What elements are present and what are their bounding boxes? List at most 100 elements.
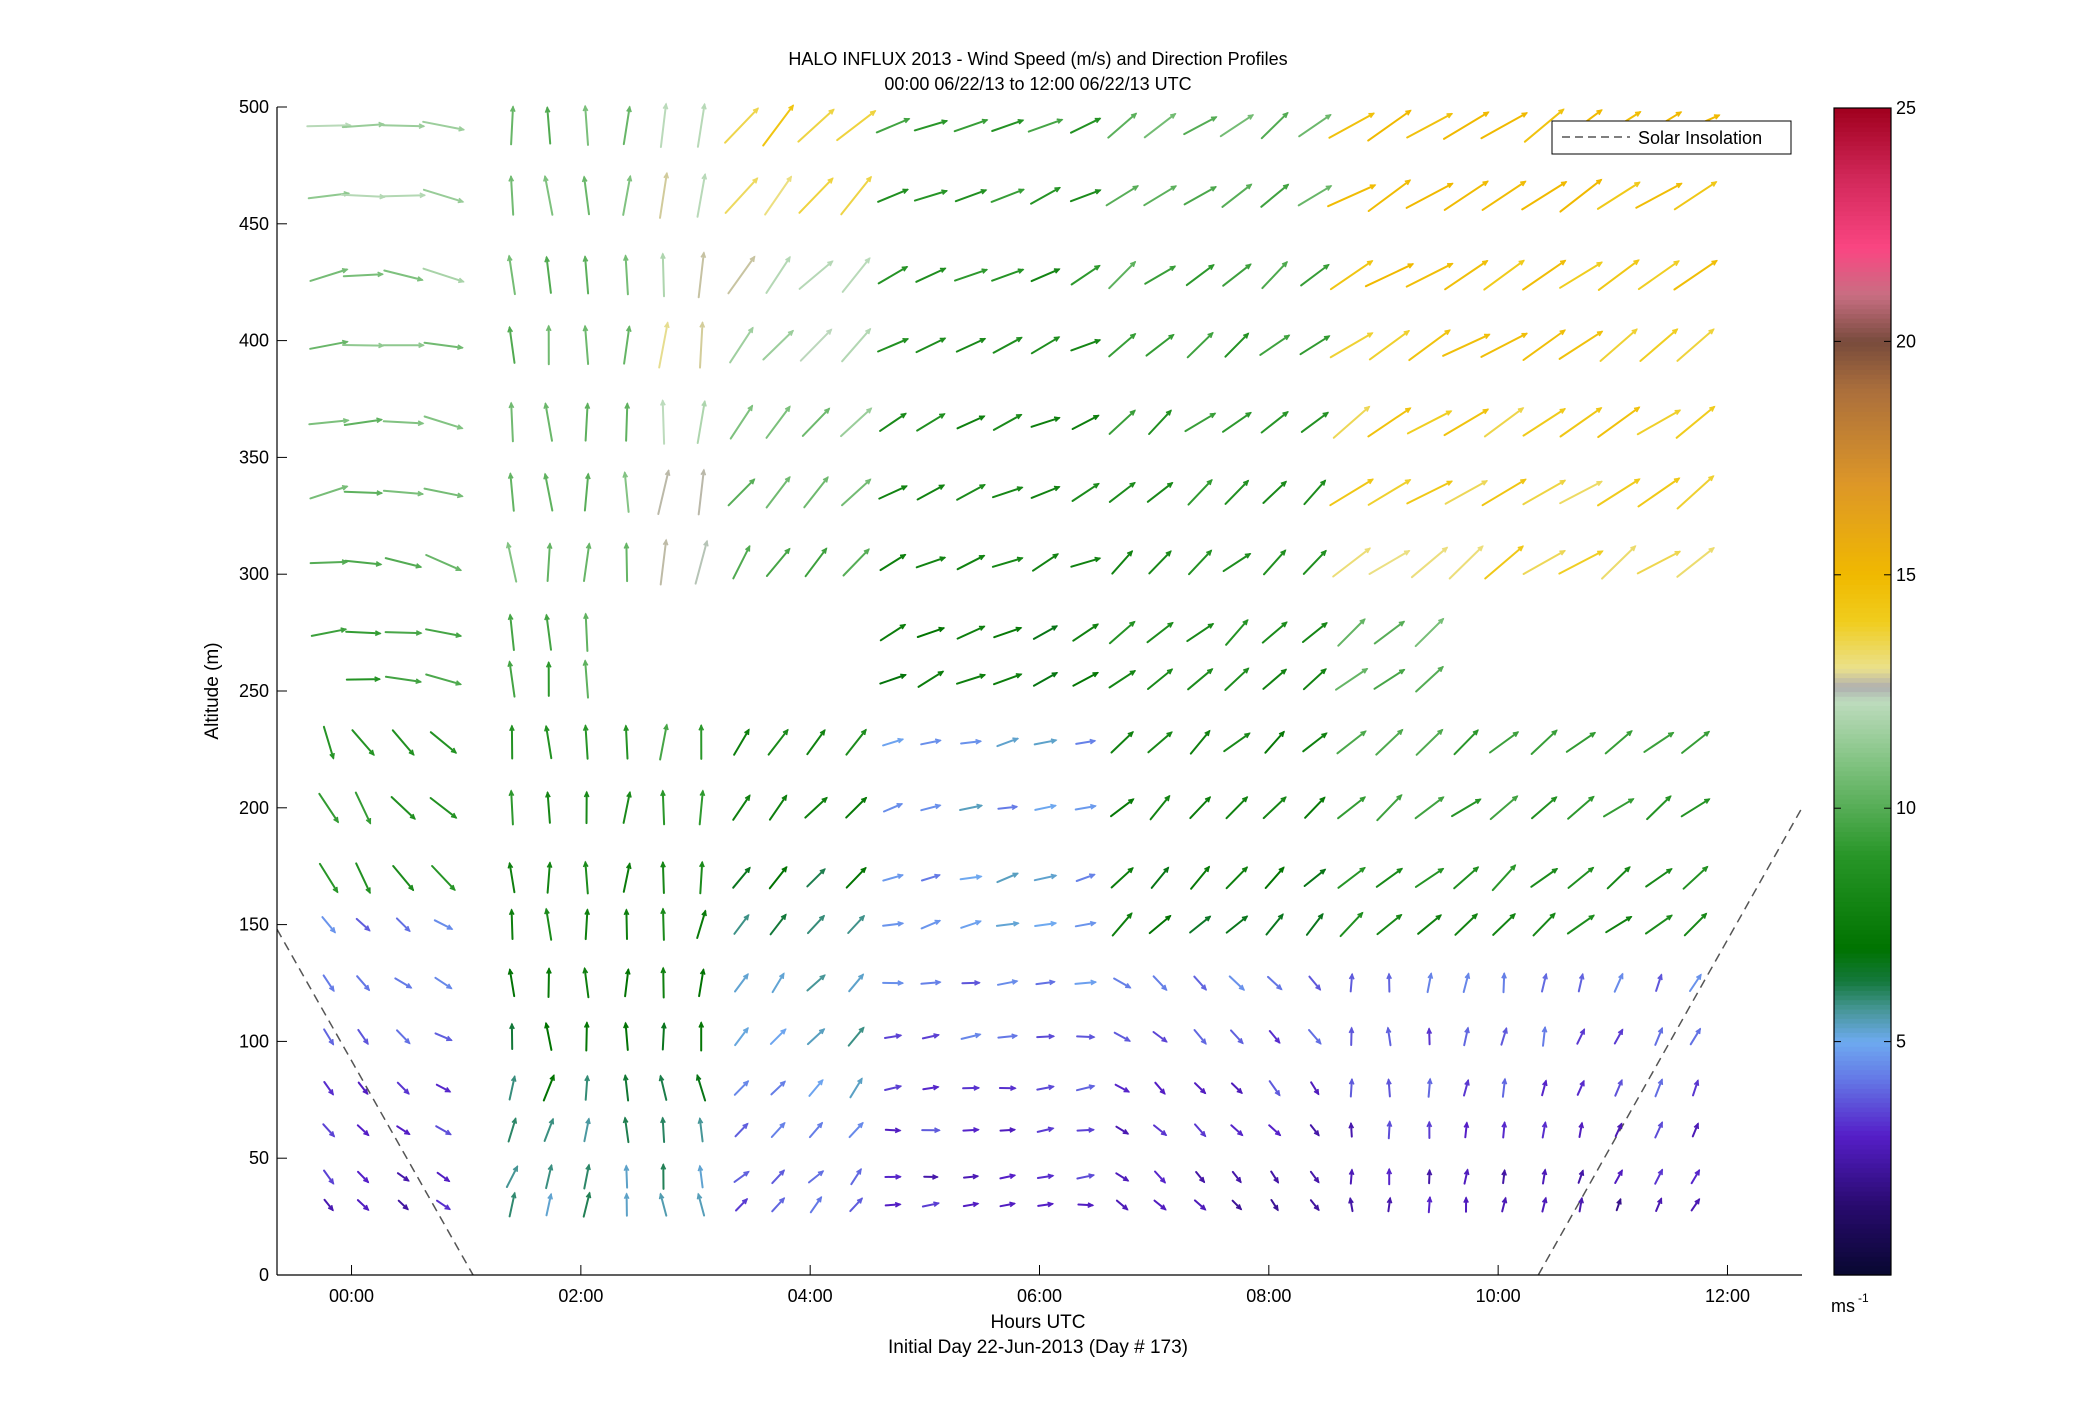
- wind-arrow: [660, 907, 667, 941]
- wind-arrow: [1300, 411, 1330, 433]
- colorbar-segment: [1834, 509, 1891, 515]
- wind-arrow: [623, 542, 630, 583]
- colorbar-segment: [1834, 276, 1891, 282]
- colorbar-segment: [1834, 1190, 1891, 1197]
- wind-arrow: [1676, 475, 1715, 510]
- wind-arrow: [916, 413, 946, 432]
- wind-arrow: [1676, 328, 1715, 362]
- colorbar-segment: [1834, 1022, 1891, 1029]
- wind-arrow: [1184, 412, 1217, 433]
- wind-arrow: [1336, 730, 1367, 755]
- colorbar-segment: [1834, 1139, 1891, 1145]
- wind-arrow: [729, 404, 754, 440]
- wind-arrow: [884, 1201, 902, 1208]
- wind-arrow: [543, 174, 554, 216]
- wind-arrow: [1567, 795, 1595, 820]
- wind-arrow: [1373, 668, 1406, 690]
- wind-arrow: [1148, 914, 1172, 935]
- wind-arrow: [1231, 1170, 1242, 1184]
- wind-arrow: [1030, 485, 1061, 499]
- wind-arrow: [1367, 109, 1412, 142]
- wind-arrow: [582, 659, 589, 699]
- wind-arrow: [998, 1085, 1017, 1092]
- wind-arrow: [849, 1197, 864, 1213]
- wind-arrow: [913, 119, 949, 132]
- colorbar-segment: [1834, 1209, 1891, 1215]
- colorbar-segment: [1834, 1102, 1891, 1108]
- wind-arrow: [423, 415, 464, 430]
- wind-arrow: [1406, 410, 1453, 435]
- wind-arrow: [1489, 731, 1520, 754]
- colorbar-segment: [1834, 920, 1891, 926]
- colorbar-segment: [1834, 710, 1891, 716]
- colorbar-segment: [1834, 518, 1891, 525]
- wind-arrow: [1231, 1199, 1243, 1211]
- x-tick-label: 12:00: [1705, 1286, 1750, 1306]
- colorbar-segment: [1834, 607, 1891, 613]
- colorbar-segment: [1834, 420, 1891, 427]
- colorbar-segment: [1834, 719, 1891, 725]
- wind-arrow: [1426, 972, 1434, 994]
- colorbar-segment: [1834, 1158, 1891, 1164]
- wind-arrow: [1154, 1170, 1167, 1184]
- wind-arrow: [1614, 1078, 1623, 1097]
- wind-arrow: [658, 321, 670, 369]
- colorbar-segment: [1834, 756, 1891, 763]
- wind-arrow: [850, 1168, 862, 1186]
- wind-arrow: [356, 975, 371, 992]
- wind-arrow: [732, 544, 751, 580]
- wind-arrow: [1385, 1026, 1392, 1047]
- wind-arrow: [1225, 796, 1249, 820]
- wind-arrow: [1070, 338, 1102, 352]
- colorbar-unit: ms -1: [1831, 1291, 1869, 1316]
- wind-arrow: [422, 120, 466, 132]
- wind-arrow: [696, 909, 707, 939]
- wind-arrow: [1453, 866, 1480, 890]
- wind-arrow: [1532, 912, 1556, 937]
- wind-arrow: [879, 553, 907, 572]
- wind-arrow: [920, 873, 941, 882]
- wind-arrow: [382, 420, 425, 427]
- wind-arrow: [507, 1117, 518, 1143]
- wind-arrow: [1348, 1196, 1354, 1213]
- colorbar-segment: [1834, 140, 1891, 146]
- wind-arrow: [354, 791, 372, 825]
- wind-arrow: [1448, 545, 1484, 580]
- wind-arrow: [841, 478, 872, 507]
- colorbar-segment: [1834, 742, 1891, 749]
- y-tick-label: 400: [239, 331, 269, 351]
- y-tick-label: 250: [239, 681, 269, 701]
- wind-arrow: [509, 724, 515, 760]
- x-axis-sublabel: Initial Day 22-Jun-2013 (Day # 173): [888, 1337, 1188, 1358]
- colorbar-segment: [1834, 649, 1891, 655]
- colorbar-segment: [1834, 640, 1891, 646]
- wind-arrow: [960, 738, 983, 745]
- wind-arrow: [1682, 865, 1709, 890]
- colorbar-segment: [1834, 1092, 1891, 1099]
- colorbar-segment: [1834, 766, 1891, 772]
- colorbar-segment: [1834, 845, 1891, 851]
- wind-arrow: [384, 675, 423, 685]
- wind-arrow: [956, 673, 987, 685]
- wind-arrow: [1691, 1122, 1699, 1138]
- colorbar-segment: [1834, 308, 1891, 314]
- colorbar-segment: [1834, 696, 1891, 702]
- colorbar-segment: [1834, 1246, 1891, 1253]
- colorbar-segment: [1834, 523, 1891, 529]
- wind-arrow: [845, 728, 867, 756]
- colorbar-segment: [1834, 439, 1891, 445]
- colorbar-segment: [1834, 1097, 1891, 1103]
- wind-arrow: [1386, 1196, 1393, 1213]
- colorbar-segment: [1834, 574, 1891, 581]
- wind-arrow: [1115, 1125, 1130, 1135]
- wind-arrow: [434, 1032, 453, 1042]
- wind-arrow: [582, 255, 590, 295]
- colorbar-segment: [1834, 616, 1891, 623]
- wind-arrow: [1613, 972, 1624, 993]
- wind-arrow: [1530, 867, 1559, 888]
- wind-arrow: [1614, 1122, 1623, 1138]
- wind-arrow: [1072, 671, 1100, 687]
- colorbar-segment: [1834, 546, 1891, 553]
- wind-arrow: [425, 628, 463, 638]
- wind-arrow: [1489, 795, 1519, 821]
